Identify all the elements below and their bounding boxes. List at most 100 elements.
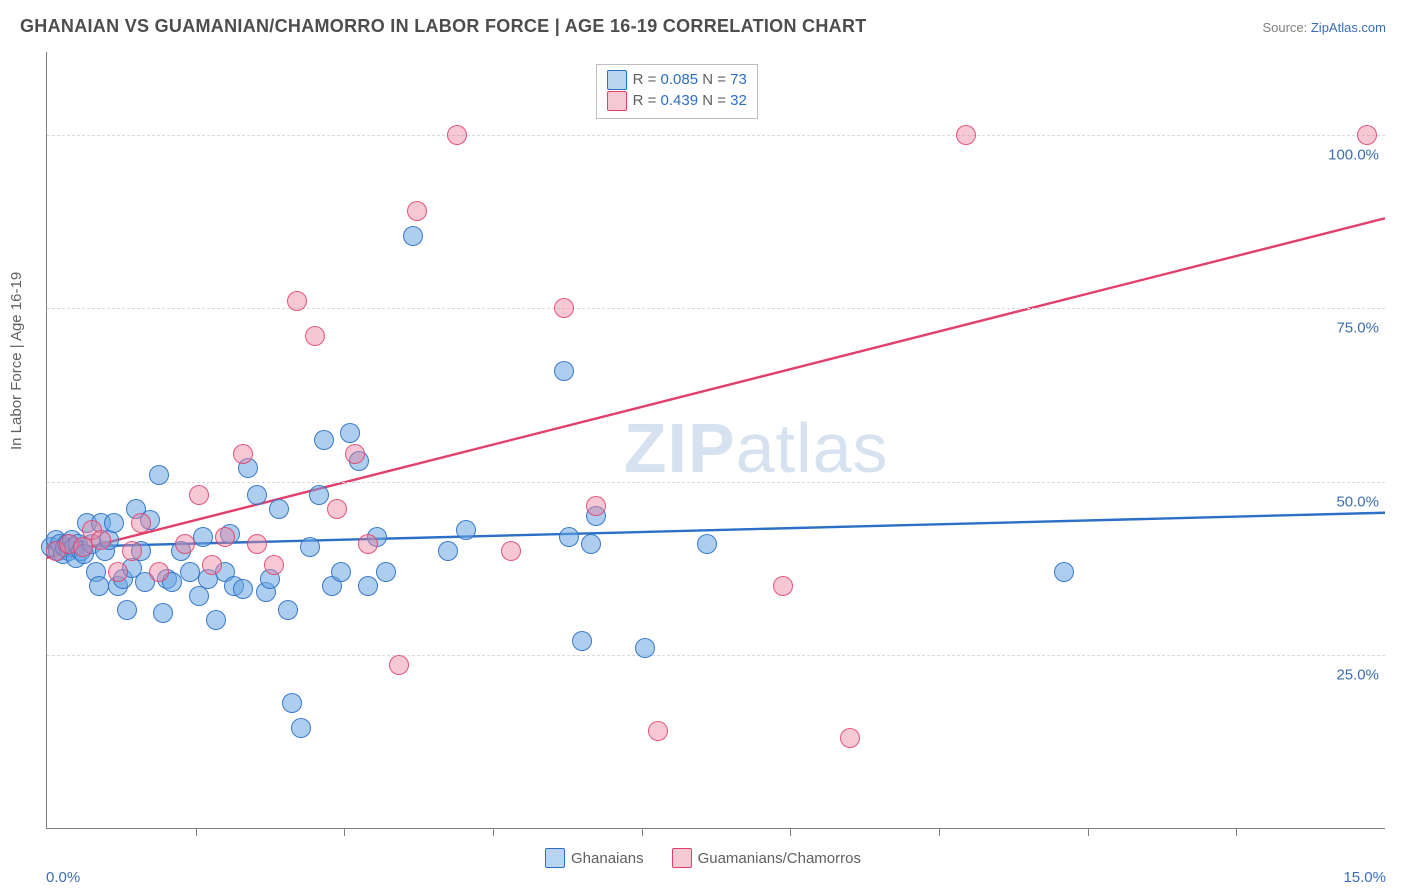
watermark: ZIPatlas <box>624 408 889 488</box>
data-point <box>358 576 378 596</box>
data-point <box>635 638 655 658</box>
source-label: Source: <box>1262 20 1310 35</box>
y-axis-label: In Labor Force | Age 16-19 <box>8 272 25 450</box>
x-tick <box>344 828 345 836</box>
data-point <box>1054 562 1074 582</box>
y-tick-label: 25.0% <box>1336 666 1379 683</box>
data-point <box>648 721 668 741</box>
x-axis-max-label: 15.0% <box>1343 869 1386 886</box>
data-point <box>559 527 579 547</box>
x-tick <box>493 828 494 836</box>
gridline <box>47 135 1385 136</box>
data-point <box>108 562 128 582</box>
legend-swatch-blue <box>545 848 565 868</box>
data-point <box>572 631 592 651</box>
legend-item-blue: Ghanaians <box>545 848 644 868</box>
x-tick <box>1236 828 1237 836</box>
legend-item-pink: Guamanians/Chamorros <box>672 848 861 868</box>
legend-stats: R = 0.085 N = 73R = 0.439 N = 32 <box>596 64 758 120</box>
chart-title: GHANAIAN VS GUAMANIAN/CHAMORRO IN LABOR … <box>20 16 867 37</box>
data-point <box>554 361 574 381</box>
data-point <box>340 423 360 443</box>
x-tick <box>939 828 940 836</box>
data-point <box>233 444 253 464</box>
data-point <box>149 465 169 485</box>
legend-stats-text: R = 0.085 N = 73 <box>633 69 747 91</box>
data-point <box>327 499 347 519</box>
data-point <box>131 513 151 533</box>
data-point <box>773 576 793 596</box>
data-point <box>233 579 253 599</box>
x-axis-min-label: 0.0% <box>46 869 80 886</box>
data-point <box>291 718 311 738</box>
plot-area: ZIPatlas 25.0% 50.0% 75.0% 100.0% R = 0.085 … <box>46 52 1385 829</box>
data-point <box>403 226 423 246</box>
data-point <box>358 534 378 554</box>
trend-lines <box>47 52 1385 828</box>
data-point <box>215 527 235 547</box>
legend-stats-row: R = 0.085 N = 73 <box>607 69 747 91</box>
data-point <box>104 513 124 533</box>
x-tick <box>642 828 643 836</box>
data-point <box>202 555 222 575</box>
data-point <box>447 125 467 145</box>
data-point <box>193 527 213 547</box>
data-point <box>264 555 284 575</box>
data-point <box>376 562 396 582</box>
data-point <box>206 610 226 630</box>
data-point <box>345 444 365 464</box>
gridline <box>47 655 1385 656</box>
data-point <box>389 655 409 675</box>
data-point <box>175 534 195 554</box>
data-point <box>840 728 860 748</box>
y-tick-label: 50.0% <box>1336 493 1379 510</box>
gridline <box>47 308 1385 309</box>
data-point <box>305 326 325 346</box>
legend-stats-text: R = 0.439 N = 32 <box>633 90 747 112</box>
legend-swatch-pink <box>672 848 692 868</box>
data-point <box>122 541 142 561</box>
legend-label-blue: Ghanaians <box>571 850 644 867</box>
legend-label-pink: Guamanians/Chamorros <box>698 850 861 867</box>
y-tick-label: 75.0% <box>1336 320 1379 337</box>
data-point <box>407 201 427 221</box>
x-tick <box>790 828 791 836</box>
data-point <box>153 603 173 623</box>
gridline <box>47 482 1385 483</box>
data-point <box>554 298 574 318</box>
data-point <box>331 562 351 582</box>
data-point <box>89 576 109 596</box>
data-point <box>269 499 289 519</box>
data-point <box>581 534 601 554</box>
data-point <box>189 586 209 606</box>
x-tick <box>1088 828 1089 836</box>
data-point <box>287 291 307 311</box>
data-point <box>456 520 476 540</box>
data-point <box>501 541 521 561</box>
data-point <box>117 600 137 620</box>
data-point <box>438 541 458 561</box>
legend-stats-row: R = 0.439 N = 32 <box>607 90 747 112</box>
data-point <box>586 496 606 516</box>
data-point <box>300 537 320 557</box>
data-point <box>149 562 169 582</box>
data-point <box>282 693 302 713</box>
data-point <box>956 125 976 145</box>
data-point <box>247 485 267 505</box>
source-value: ZipAtlas.com <box>1311 20 1386 35</box>
legend-swatch <box>607 91 627 111</box>
data-point <box>278 600 298 620</box>
data-point <box>697 534 717 554</box>
data-point <box>314 430 334 450</box>
y-tick-label: 100.0% <box>1328 147 1379 164</box>
legend-bottom: Ghanaians Guamanians/Chamorros <box>0 848 1406 868</box>
source-citation: Source: ZipAtlas.com <box>1262 20 1386 35</box>
trend-line <box>47 218 1385 558</box>
data-point <box>309 485 329 505</box>
legend-swatch <box>607 70 627 90</box>
data-point <box>247 534 267 554</box>
x-tick <box>196 828 197 836</box>
data-point <box>189 485 209 505</box>
data-point <box>91 530 111 550</box>
data-point <box>1357 125 1377 145</box>
